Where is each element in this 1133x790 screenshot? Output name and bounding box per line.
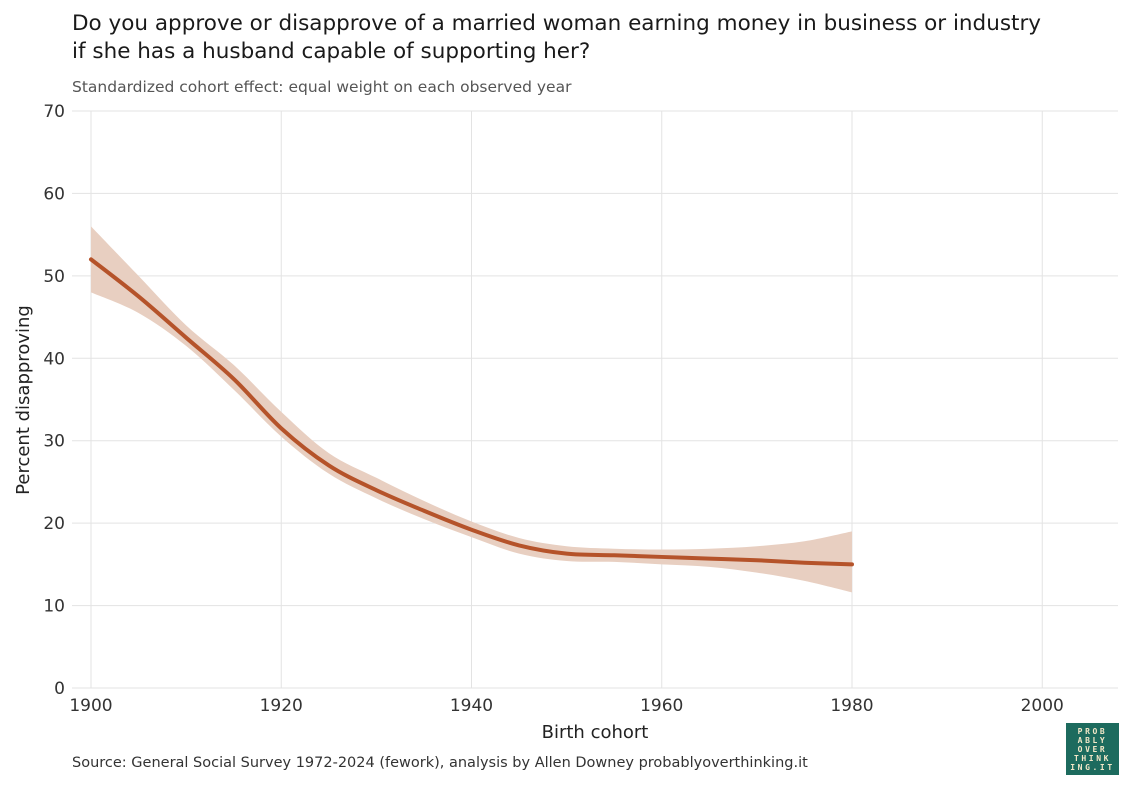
x-tick-label: 2000 — [1021, 696, 1064, 716]
x-tick-label: 1980 — [830, 696, 873, 716]
series-line-group — [89, 257, 854, 567]
y-tick-label: 70 — [43, 102, 65, 122]
y-tick-label: 20 — [43, 514, 65, 534]
confidence-band-group — [91, 226, 852, 593]
chart-subtitle: Standardized cohort effect: equal weight… — [72, 78, 572, 96]
probably-overthinking-it-logo: PROB ABLY OVER THINK ING.IT — [1066, 723, 1119, 775]
y-tick-label: 10 — [43, 597, 65, 617]
grid-lines — [72, 110, 1118, 689]
logo-line-3: OVER — [1077, 745, 1108, 754]
confidence-band — [91, 226, 852, 593]
logo-line-4: THINK — [1073, 754, 1112, 763]
x-axis-label: Birth cohort — [542, 722, 649, 743]
y-tick-label: 50 — [43, 267, 65, 287]
x-tick-label: 1900 — [69, 696, 112, 716]
chart-title: Do you approve or disapprove of a marrie… — [72, 10, 1041, 66]
series-line — [89, 257, 854, 567]
chart-title-line-1: Do you approve or disapprove of a marrie… — [72, 11, 1042, 36]
source-note: Source: General Social Survey 1972-2024 … — [72, 755, 808, 771]
chart-title-line-2: if she has a husband capable of supporti… — [72, 39, 591, 64]
y-tick-labels: 0 10 20 30 40 50 60 70 — [43, 102, 65, 699]
x-tick-label: 1920 — [260, 696, 303, 716]
y-tick-label: 30 — [43, 432, 65, 452]
y-tick-label: 40 — [43, 349, 65, 369]
logo-line-5: ING.IT — [1070, 763, 1115, 772]
logo-line-2: ABLY — [1077, 736, 1108, 745]
y-tick-label: 60 — [43, 184, 65, 204]
y-axis-label: Percent disapproving — [13, 305, 34, 495]
x-tick-labels: 1900 1920 1940 1960 1980 2000 — [69, 696, 1064, 716]
y-tick-label: 0 — [54, 679, 65, 699]
x-tick-label: 1960 — [640, 696, 683, 716]
x-tick-label: 1940 — [450, 696, 493, 716]
logo-line-1: PROB — [1077, 727, 1108, 736]
